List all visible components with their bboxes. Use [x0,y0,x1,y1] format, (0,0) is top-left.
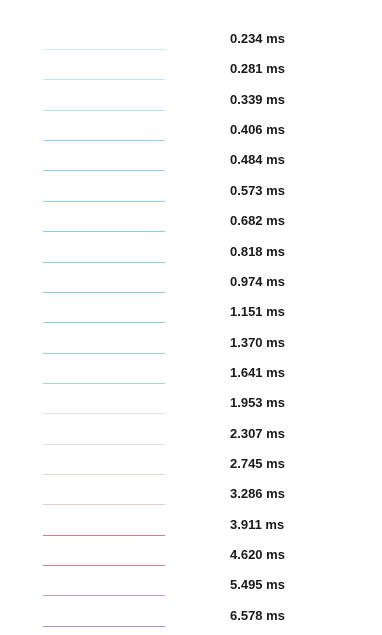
legend-label-5: 0.484 ms [230,152,285,168]
legend-swatch-10 [43,322,165,324]
legend-label-17: 3.911 ms [230,516,285,532]
legend-swatch-18 [43,565,165,566]
legend-swatch-17 [43,534,165,536]
legend-label-16: 3.286 ms [230,486,285,502]
legend-label-6: 0.573 ms [230,182,285,198]
legend-swatch-2 [43,79,165,81]
legend-label-15: 2.745 ms [230,455,285,471]
legend-label-13: 1.953 ms [230,395,285,411]
legend-swatch-12 [43,382,165,384]
legend-swatch-14 [43,443,165,445]
legend-label-20: 6.578 ms [230,607,285,623]
legend-label-7: 0.682 ms [230,213,285,229]
legend-swatch-9 [43,291,165,293]
legend-swatch-1 [43,49,165,50]
legend-swatch-4 [43,140,165,142]
legend-swatch-8 [43,261,165,263]
legend-label-1: 0.234 ms [230,31,285,46]
legend-swatch-11 [43,352,165,354]
legend-label-2: 0.281 ms [230,61,285,77]
legend-swatch-13 [43,413,165,415]
legend-label-10: 1.151 ms [230,304,285,320]
legend-swatch-19 [43,595,165,597]
legend-label-11: 1.370 ms [230,334,285,350]
legend-label-18: 4.620 ms [230,547,285,562]
legend-label-8: 0.818 ms [230,243,285,259]
legend-swatch-7 [43,231,165,233]
legend-swatch-3 [43,109,165,111]
legend-label-12: 1.641 ms [230,364,285,380]
legend-label-4: 0.406 ms [230,122,285,138]
legend-swatch-5 [43,170,165,172]
legend-swatch-20 [43,625,165,627]
legend-label-19: 5.495 ms [230,577,285,593]
legend-swatch-6 [43,200,165,202]
legend-swatch-16 [43,504,165,506]
legend-swatch-15 [43,473,165,475]
legend-label-3: 0.339 ms [230,91,285,107]
legend-label-14: 2.307 ms [230,425,285,441]
legend-label-9: 0.974 ms [230,273,285,289]
